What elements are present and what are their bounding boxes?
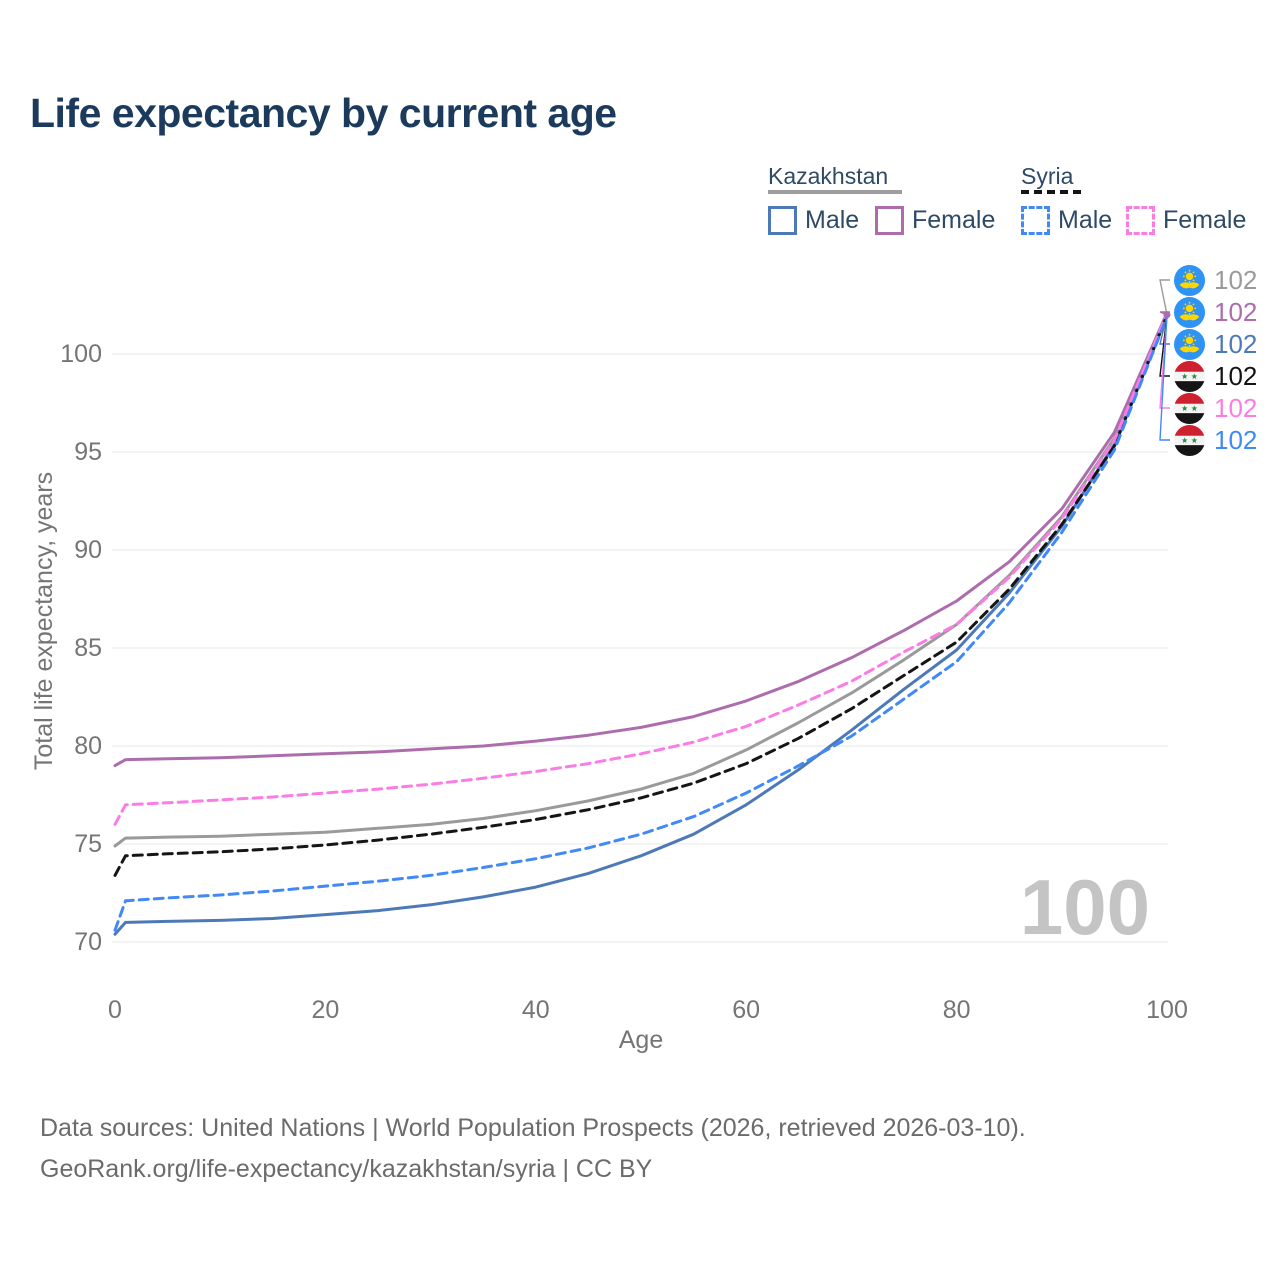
y-tick-85: 85 [74,634,102,662]
legend-item-syria-female[interactable]: Female [1126,205,1246,236]
kazakhstan-flag-icon [1174,264,1205,296]
end-label-value: 102 [1214,296,1258,327]
series-line-syria-female [113,312,1169,826]
y-tick-100: 100 [60,340,102,368]
legend-underline-syria [1021,190,1081,194]
age-watermark: 100 [1019,863,1150,951]
y-tick-90: 90 [74,536,102,564]
end-label-row: 102 [1174,328,1257,360]
x-tick-0: 0 [108,996,122,1024]
legend-group-kazakhstan: Kazakhstan [768,163,889,189]
end-label-connector [1159,279,1170,315]
legend-underline-kazakhstan [768,190,902,194]
legend-label: Female [1163,206,1247,234]
legend-label: Female [912,206,996,234]
y-tick-95: 95 [74,438,102,466]
y-axis-title: Total life expectancy, years [30,471,58,771]
legend-swatch-syria-female [1126,206,1155,235]
series-line-kazakhstan-male [113,313,1169,936]
series-line-syria-total [113,314,1169,877]
syria-flag-icon [1174,392,1205,424]
convergence-point [1163,311,1171,319]
footer-link: GeoRank.org/life-expectancy/kazakhstan/s… [40,1154,653,1183]
footer: Data sources: United Nations | World Pop… [40,1108,1026,1189]
series-line-kazakhstan-total [113,313,1169,848]
legend-swatch-kazakhstan-female [875,206,904,235]
end-label-row: 102 [1174,296,1257,328]
x-axis-title: Age [618,1026,664,1054]
x-tick-80: 80 [942,996,971,1024]
y-tick-80: 80 [74,732,102,760]
series-line-syria-male [113,315,1169,932]
x-tick-40: 40 [521,996,550,1024]
series-line-kazakhstan-female [113,311,1169,768]
legend-item-kazakhstan-male[interactable]: Male [768,205,859,236]
end-label-row: 102 [1174,360,1257,392]
end-label-connector [1159,314,1170,377]
syria-flag-icon [1174,360,1205,392]
end-label-row: 102 [1174,264,1257,296]
x-tick-20: 20 [311,996,340,1024]
y-tick-70: 70 [74,928,102,956]
y-tick-75: 75 [74,830,102,858]
end-label-connector [1159,314,1170,345]
legend-label: Male [805,206,860,234]
end-label-value: 102 [1214,328,1258,359]
x-tick-100: 100 [1146,996,1188,1024]
kazakhstan-flag-icon [1174,328,1205,360]
page-title: Life expectancy by current age [30,90,617,136]
legend-swatch-syria-male [1021,206,1050,235]
legend-swatch-kazakhstan-male [768,206,797,235]
footer-sources: Data sources: United Nations | World Pop… [40,1114,1026,1142]
x-tick-60: 60 [732,996,761,1024]
end-label-value: 102 [1214,392,1258,423]
end-label-connector [1159,314,1170,441]
end-label-value: 102 [1214,360,1258,391]
legend-group-syria: Syria [1021,163,1074,189]
syria-flag-icon [1174,424,1205,456]
legend-item-kazakhstan-female[interactable]: Female [875,205,995,236]
end-label-row: 102 [1174,392,1257,424]
legend-label: Male [1058,206,1113,234]
legend-item-syria-male[interactable]: Male [1021,205,1112,236]
end-label-row: 102 [1174,424,1257,456]
end-label-value: 102 [1214,424,1258,455]
end-label-value: 102 [1214,264,1258,295]
kazakhstan-flag-icon [1174,296,1205,328]
